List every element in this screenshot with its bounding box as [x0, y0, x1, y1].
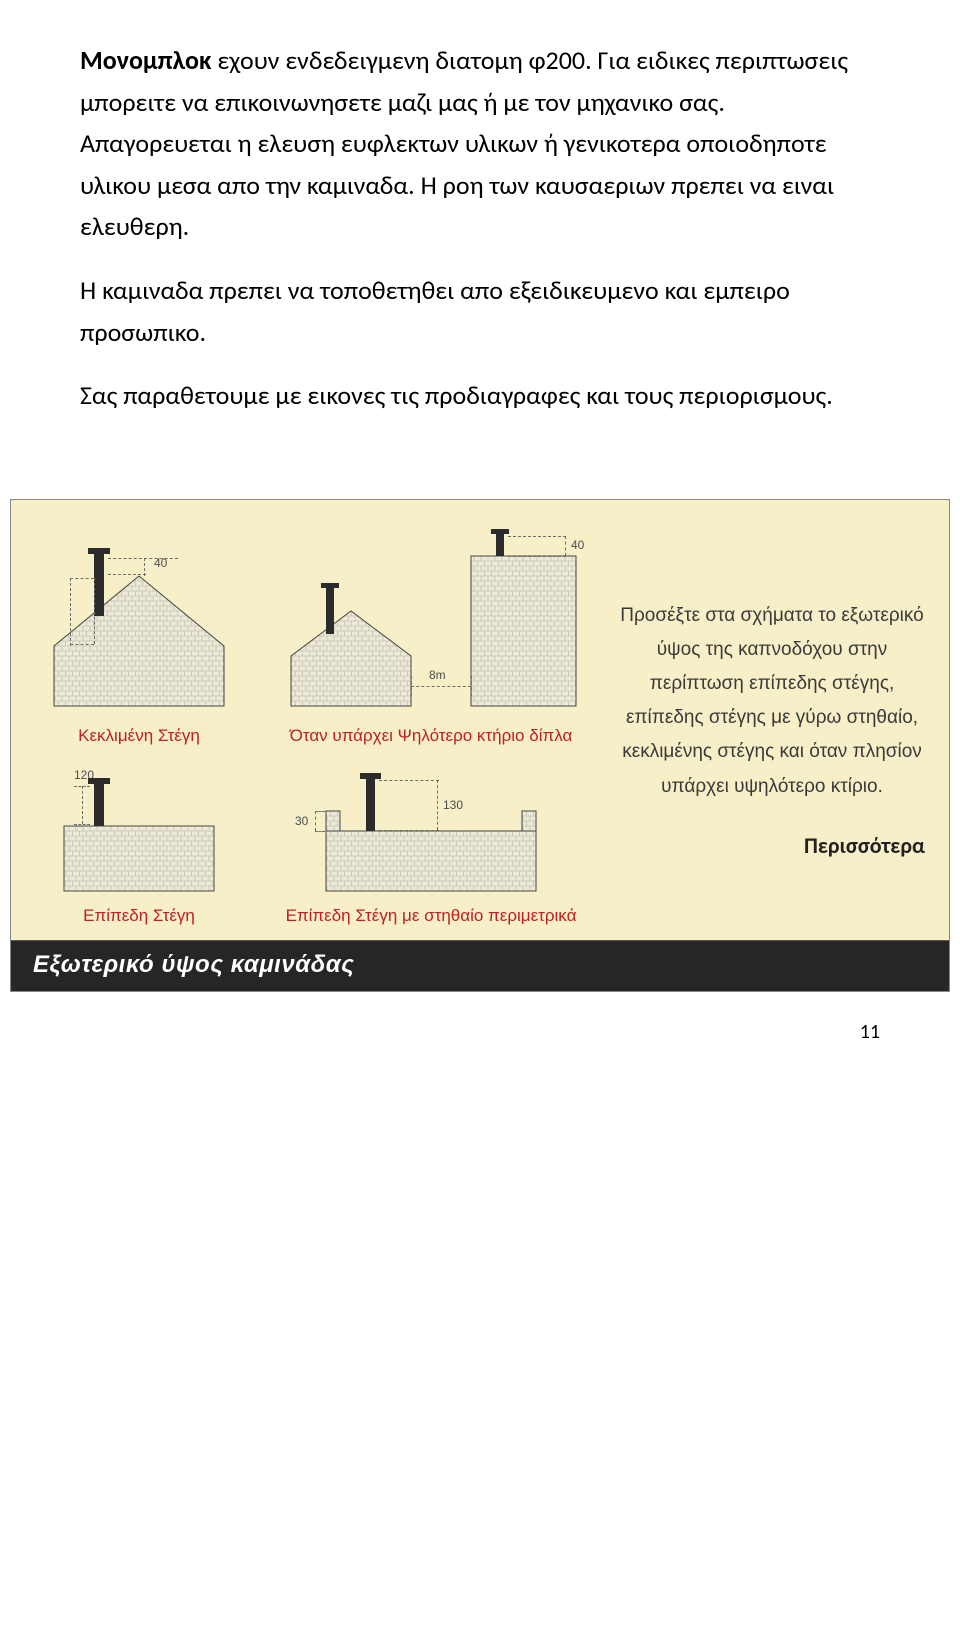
caption-neighbor: Όταν υπάρχει Ψηλότερο κτήριο δίπλα	[290, 726, 573, 746]
dim-parapet-side: 30	[295, 814, 308, 828]
caption-sloped: Κεκλιμένη Στέγη	[78, 726, 200, 746]
dim-neighbor-top: 40	[571, 538, 584, 552]
figure-title-bar: Εξωτερικό ύψος καμινάδας	[11, 940, 949, 991]
paragraph-2: Η καμιναδα πρεπει να τοποθετηθει απο εξε…	[80, 270, 880, 353]
caption-parapet: Επίπεδη Στέγη με στηθαίο περιμετρικά	[286, 906, 577, 926]
paragraph-1: Μονομπλοκ εχουν ενδεδειγμενη διατομη φ20…	[80, 40, 880, 248]
parapet-diagram: 30 130	[271, 766, 591, 896]
page-number: 11	[0, 1002, 960, 1054]
lead-bold: Μονομπλοκ	[80, 44, 212, 76]
paragraph-3: Σας παραθετουμε με εικονες τις προδιαγρα…	[80, 375, 880, 417]
caption-flat: Επίπεδη Στέγη	[83, 906, 195, 926]
dim-parapet-top: 130	[443, 798, 463, 812]
sloped-roof-diagram: 40	[34, 526, 244, 716]
right-description: Προσέξτε στα σχήματα το εξωτερικό ύψος τ…	[619, 599, 925, 828]
more-link[interactable]: Περισσότερα	[804, 832, 925, 859]
mid-column: 8m 40 Όταν υπάρχει Ψηλότερο κτήριο δίπλα	[271, 526, 591, 926]
right-text-column: Προσέξτε στα σχήματα το εξωτερικό ύψος τ…	[613, 526, 931, 926]
left-column: 40 Κεκλιμένη Στέγη 120	[29, 526, 249, 926]
dim-neighbor-gap: 8m	[429, 668, 446, 682]
dim-sloped-top: 40	[154, 556, 167, 570]
figure-container: 40 Κεκλιμένη Στέγη 120	[10, 499, 950, 992]
tall-neighbor-diagram: 8m 40	[271, 526, 591, 716]
flat-roof-diagram	[34, 776, 244, 896]
